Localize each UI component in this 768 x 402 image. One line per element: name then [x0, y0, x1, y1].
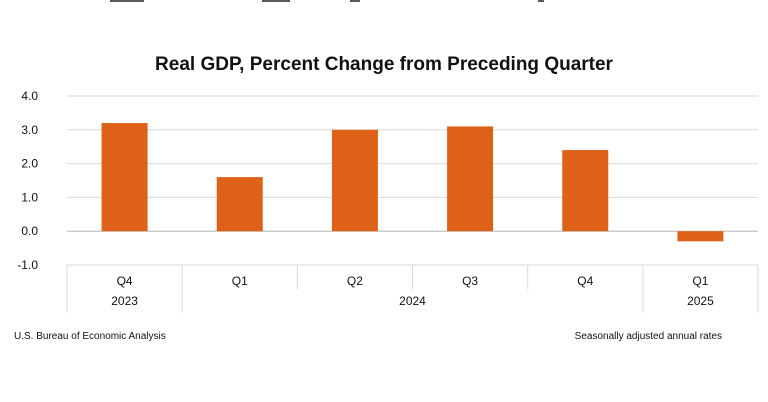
y-tick-label: 2.0 — [21, 157, 38, 171]
cropped-text-strip — [0, 0, 768, 4]
y-tick-label: 4.0 — [21, 89, 38, 103]
x-tick-label: Q1 — [692, 274, 708, 288]
x-tick-label: Q1 — [232, 274, 248, 288]
chart-title: Real GDP, Percent Change from Preceding … — [155, 54, 613, 75]
source-label: U.S. Bureau of Economic Analysis — [14, 331, 166, 342]
bar — [216, 177, 263, 232]
x-tick-label: Q2 — [347, 274, 363, 288]
y-tick-label: 1.0 — [21, 190, 38, 204]
bar — [331, 129, 378, 232]
bar — [562, 150, 609, 232]
y-tick-label: 0.0 — [21, 224, 38, 238]
bar — [677, 231, 724, 242]
year-label: 2025 — [687, 294, 714, 308]
bar — [101, 123, 148, 232]
year-label: 2024 — [399, 294, 426, 308]
year-label: 2023 — [111, 294, 138, 308]
x-tick-label: Q4 — [577, 274, 593, 288]
rates-note: Seasonally adjusted annual rates — [574, 331, 722, 342]
y-tick-label: 3.0 — [21, 123, 38, 137]
y-tick-label: -1.0 — [17, 258, 38, 272]
x-tick-label: Q4 — [117, 274, 133, 288]
x-tick-label: Q3 — [462, 274, 478, 288]
bar — [447, 126, 494, 232]
